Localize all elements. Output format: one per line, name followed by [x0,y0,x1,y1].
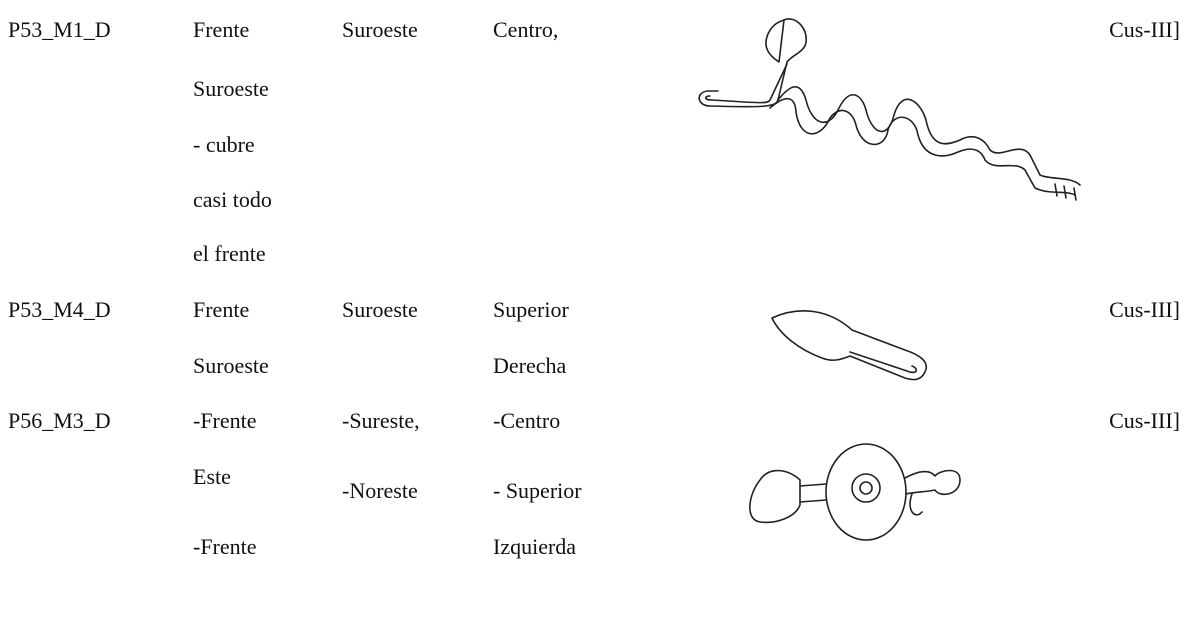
row-id: P56_M3_D [8,408,111,433]
position: -Centro [493,408,561,433]
style: Cus-III] [1109,17,1180,42]
location: - cubre [193,132,255,157]
location: Frente [193,17,250,42]
disc-drawing [749,443,961,541]
orientation: Suroeste [342,297,418,322]
location: Frente [193,297,250,322]
style: Cus-III] [1109,408,1180,433]
orientation: Suroeste [342,17,418,42]
position: Superior [493,297,569,322]
trowel-drawing [771,310,927,381]
location: -Frente [193,408,257,433]
location: el frente [193,241,266,266]
location: -Frente [193,534,257,559]
snake-drawing [698,18,1081,201]
position: Centro, [493,17,559,42]
position: Izquierda [493,534,577,559]
orientation: -Sureste, [342,408,420,433]
orientation: -Noreste [342,478,418,503]
position: - Superior [493,478,582,503]
style: Cus-III] [1109,297,1180,322]
location: Suroeste [193,76,269,101]
row-id: P53_M1_D [8,17,111,42]
position: Derecha [493,353,567,378]
location: Suroeste [193,353,269,378]
location: casi todo [193,187,272,212]
location: Este [193,464,231,489]
row-id: P53_M4_D [8,297,111,322]
